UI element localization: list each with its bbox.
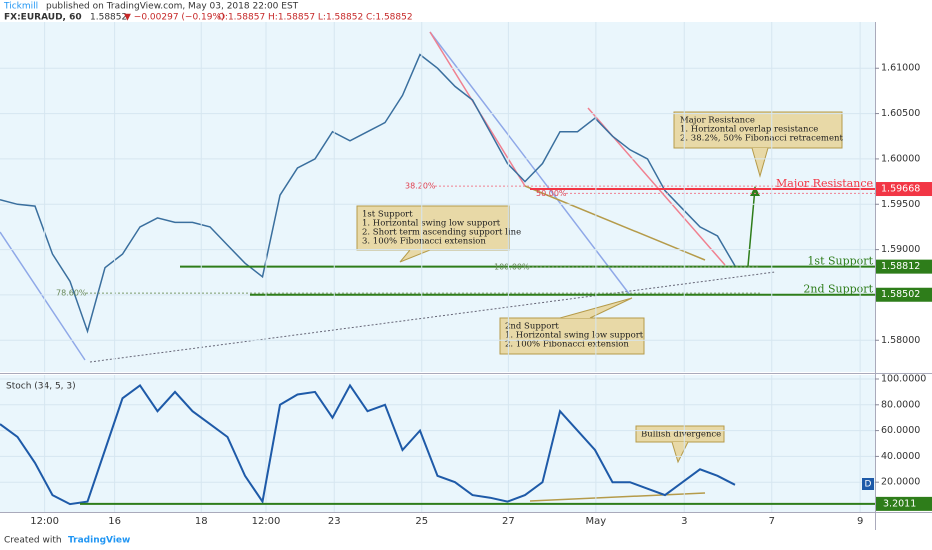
price-label: 1.58502: [881, 289, 920, 300]
note-line: 2nd Support: [505, 322, 559, 332]
note-major: Major Resistance 1. Horizontal overlap r…: [673, 111, 843, 178]
note-line: 2. 38.2%, 50% Fibonacci retracement: [680, 134, 843, 144]
note-line: 2. Short term ascending support line: [362, 228, 521, 238]
x-tick-label: 12:00: [252, 516, 281, 527]
price-label-box: [876, 259, 932, 274]
arrow-line: [429, 31, 631, 296]
note-box: [356, 205, 510, 251]
y-tick-label: 40.0000: [881, 451, 920, 462]
publisher[interactable]: Tickmill: [3, 2, 38, 12]
brand[interactable]: TradingView: [68, 536, 130, 546]
stoch-title: Stoch (34, 5, 3): [6, 382, 76, 392]
created-with: Created with: [4, 536, 62, 546]
y-tick-label: 1.59000: [881, 244, 920, 255]
level-name: Major Resistance: [776, 177, 873, 190]
note-tail: [399, 249, 431, 263]
series-line: [0, 383, 736, 506]
trend-line: [89, 271, 776, 363]
fib-label: 78.60%: [56, 289, 87, 298]
note-line: 3. 100% Fibonacci extension: [362, 237, 486, 247]
note-line: 1st Support: [362, 210, 413, 220]
note-line: 1. Horizontal swing low support: [362, 219, 501, 229]
y-tick-label: 80.0000: [881, 399, 920, 410]
note-line: Major Resistance: [680, 116, 755, 126]
x-tick-label: 3: [681, 516, 687, 527]
arrow-line: [0, 231, 86, 361]
published: published on TradingView.com, May 03, 20…: [46, 2, 299, 12]
marker: D: [865, 480, 872, 490]
arrow-head: [750, 186, 760, 196]
y-tick-label: 1.60500: [881, 108, 920, 119]
note-line: 1. Horizontal swing low support: [505, 331, 644, 341]
note-line: 1. Horizontal overlap resistance: [680, 125, 818, 135]
change: ▼ −0.00297 (−0.19%): [124, 13, 225, 23]
note-line: Bullish divergence: [641, 430, 721, 440]
y-tick-label: 1.59500: [881, 199, 920, 210]
fib-leg: [524, 185, 706, 261]
x-tick-label: 25: [415, 516, 428, 527]
marker-box: [862, 478, 874, 490]
fib-label: 50.00%: [536, 189, 567, 198]
level-name: 2nd Support: [803, 283, 873, 296]
price-label: 1.58812: [881, 261, 920, 272]
fib-label: 100.00%: [494, 262, 530, 271]
y-tick-label: 1.60000: [881, 153, 920, 164]
price-pane: [0, 22, 875, 372]
divergence-line: [529, 492, 706, 502]
arrow-up: [747, 187, 756, 267]
y-tick-label: 60.0000: [881, 425, 920, 436]
x-tick-label: 23: [328, 516, 341, 527]
price-label: 3.2011: [883, 498, 916, 509]
symbol: FX:EURAUD, 60: [4, 13, 82, 23]
y-tick-label: 20.0000: [881, 477, 920, 488]
x-tick-label: 7: [769, 516, 775, 527]
y-tick-label: 1.58000: [881, 335, 920, 346]
x-tick-label: 12:00: [30, 516, 59, 527]
x-tick-label: 27: [502, 516, 515, 527]
x-tick-label: 18: [195, 516, 208, 527]
note-tail: [751, 147, 769, 178]
y-tick-label: 1.61000: [881, 63, 920, 74]
y-tick-label: 100.0000: [881, 373, 926, 384]
price-label-box: [876, 287, 932, 302]
last: 1.58852: [90, 13, 127, 23]
price-label-box: [876, 182, 932, 197]
price-label-box: [876, 496, 932, 511]
price-label: 1.59668: [881, 184, 920, 195]
note-line: 2. 100% Fibonacci extension: [505, 340, 629, 350]
note-box: [673, 111, 843, 149]
ohlc: O:1.58857 H:1.58857 L:1.58852 C:1.58852: [218, 13, 413, 23]
note-second: 2nd Support 1. Horizontal swing low supp…: [499, 297, 645, 355]
level-name: 1st Support: [807, 255, 873, 268]
x-tick-label: May: [586, 516, 607, 527]
x-tick-label: 9: [857, 516, 863, 527]
fib-label: 38.20%: [405, 182, 436, 191]
stoch-pane: [0, 375, 875, 512]
note-first: 1st Support 1. Horizontal swing low supp…: [356, 205, 521, 263]
x-tick-label: 16: [108, 516, 121, 527]
series-line: [0, 53, 736, 334]
